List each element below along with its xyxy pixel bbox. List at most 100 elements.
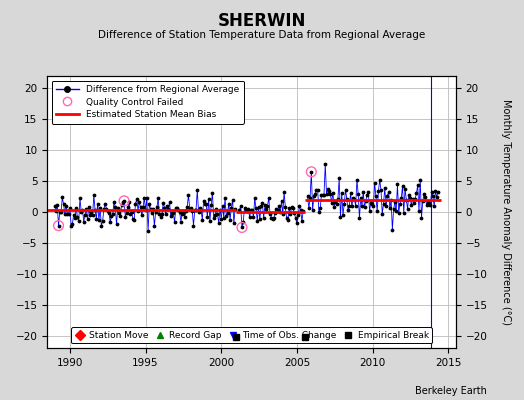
Point xyxy=(320,192,328,198)
Point xyxy=(322,191,331,198)
Point xyxy=(392,208,400,214)
Point xyxy=(192,206,200,213)
Point xyxy=(129,216,137,222)
Point xyxy=(406,194,414,201)
Point xyxy=(214,220,223,226)
Point xyxy=(382,203,390,209)
Point xyxy=(350,196,358,202)
Point xyxy=(347,203,356,210)
Point xyxy=(90,192,98,198)
Point xyxy=(340,201,348,207)
Point xyxy=(285,205,293,212)
Point xyxy=(71,215,79,222)
Point xyxy=(353,176,361,183)
Point xyxy=(114,204,122,211)
Point xyxy=(339,211,347,218)
Point xyxy=(276,209,285,215)
Point xyxy=(144,228,152,234)
Point xyxy=(397,195,406,202)
Point xyxy=(385,189,393,196)
Point xyxy=(80,218,88,225)
Point xyxy=(217,216,225,222)
Point xyxy=(168,210,176,216)
Point xyxy=(297,207,305,214)
Point xyxy=(107,213,116,219)
Point xyxy=(115,210,123,216)
Point xyxy=(84,204,93,210)
Point xyxy=(125,199,133,206)
Point xyxy=(211,212,219,218)
Point xyxy=(143,194,151,201)
Point xyxy=(325,188,333,194)
Point xyxy=(331,199,340,205)
Point xyxy=(58,194,67,201)
Point xyxy=(151,209,160,215)
Text: SHERWIN: SHERWIN xyxy=(218,12,306,30)
Point xyxy=(262,206,270,212)
Point xyxy=(185,206,194,212)
Point xyxy=(426,202,434,208)
Point xyxy=(345,203,354,210)
Point xyxy=(280,189,288,195)
Point xyxy=(310,193,318,200)
Point xyxy=(367,200,375,206)
Point xyxy=(378,210,386,217)
Point xyxy=(133,196,141,202)
Point xyxy=(102,206,111,212)
Point xyxy=(244,206,253,213)
Y-axis label: Monthly Temperature Anomaly Difference (°C): Monthly Temperature Anomaly Difference (… xyxy=(501,99,511,325)
Point xyxy=(226,217,234,223)
Point xyxy=(164,206,172,212)
Point xyxy=(227,205,235,212)
Point xyxy=(117,202,126,208)
Point xyxy=(354,190,363,197)
Point xyxy=(123,210,131,216)
Point xyxy=(335,175,343,181)
Point xyxy=(198,216,206,223)
Point xyxy=(158,211,166,217)
Point xyxy=(89,212,97,218)
Point xyxy=(379,201,388,207)
Point xyxy=(149,206,157,213)
Point xyxy=(108,211,117,217)
Point xyxy=(265,195,273,201)
Point xyxy=(250,195,259,201)
Point xyxy=(247,207,255,214)
Point xyxy=(54,222,63,229)
Point xyxy=(290,209,299,216)
Point xyxy=(172,204,180,211)
Point xyxy=(225,200,233,207)
Point xyxy=(396,200,404,207)
Point xyxy=(272,206,281,213)
Point xyxy=(336,214,345,220)
Point xyxy=(383,192,391,199)
Point xyxy=(389,206,398,212)
Point xyxy=(313,187,322,193)
Point xyxy=(408,196,417,202)
Point xyxy=(267,214,276,221)
Point xyxy=(274,207,282,213)
Point xyxy=(101,201,110,208)
Point xyxy=(208,189,216,196)
Point xyxy=(299,208,308,214)
Point xyxy=(126,211,135,217)
Point xyxy=(216,206,224,213)
Point xyxy=(160,204,169,211)
Point xyxy=(235,207,244,213)
Point xyxy=(81,211,89,218)
Point xyxy=(152,204,161,210)
Point xyxy=(100,205,108,212)
Point xyxy=(403,206,412,212)
Point xyxy=(376,177,384,183)
Point xyxy=(352,202,360,209)
Point xyxy=(70,212,78,218)
Point xyxy=(415,208,423,214)
Text: Difference of Station Temperature Data from Regional Average: Difference of Station Temperature Data f… xyxy=(99,30,425,40)
Point xyxy=(105,209,113,216)
Point xyxy=(67,222,75,229)
Point xyxy=(135,199,144,205)
Point xyxy=(431,188,440,194)
Point xyxy=(411,195,419,202)
Point xyxy=(346,190,355,196)
Point xyxy=(398,183,407,190)
